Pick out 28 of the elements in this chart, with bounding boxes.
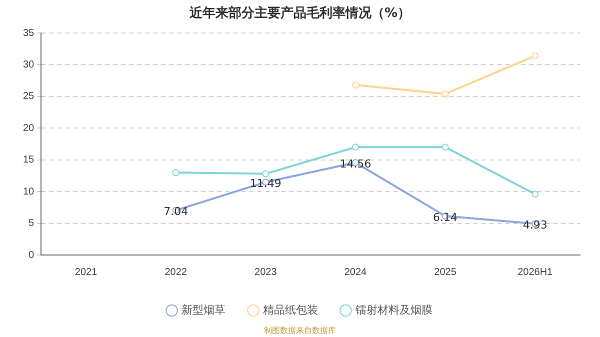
y-tick-label: 0: [28, 250, 35, 261]
point: [352, 144, 359, 151]
point: [532, 52, 539, 60]
legend-label: 新型烟草: [181, 303, 226, 316]
point: [442, 90, 449, 98]
x-tick-label: 2026H1: [518, 266, 554, 278]
x-tick-label: 2024: [344, 266, 368, 278]
y-tick-label: 10: [23, 186, 35, 198]
x-tick-label: 2025: [434, 266, 457, 278]
point: [352, 82, 359, 89]
point: [532, 190, 539, 198]
y-tick-label: 5: [28, 218, 35, 230]
y-tick-label: 20: [23, 122, 35, 134]
y-tick-label: 35: [23, 28, 35, 39]
chart-title: 近年来部分主要产品毛利率情况（%）: [188, 4, 412, 22]
point: [262, 170, 270, 178]
point: [442, 144, 449, 151]
y-tick-label: 15: [23, 154, 35, 166]
y-tick-label: 25: [23, 91, 35, 102]
legend-label: 精品纸包装: [262, 303, 318, 316]
legend-label: 镭射材料及烟膜: [354, 303, 432, 316]
text: 制图数据来自数据库: [263, 326, 337, 336]
x-tick-label: 2023: [254, 266, 278, 278]
x-tick-label: 2021: [74, 266, 98, 278]
x-tick-label: 2022: [164, 266, 188, 278]
point: [172, 169, 180, 176]
data-label: 7.04: [164, 205, 188, 218]
y-tick-label: 30: [23, 59, 35, 70]
